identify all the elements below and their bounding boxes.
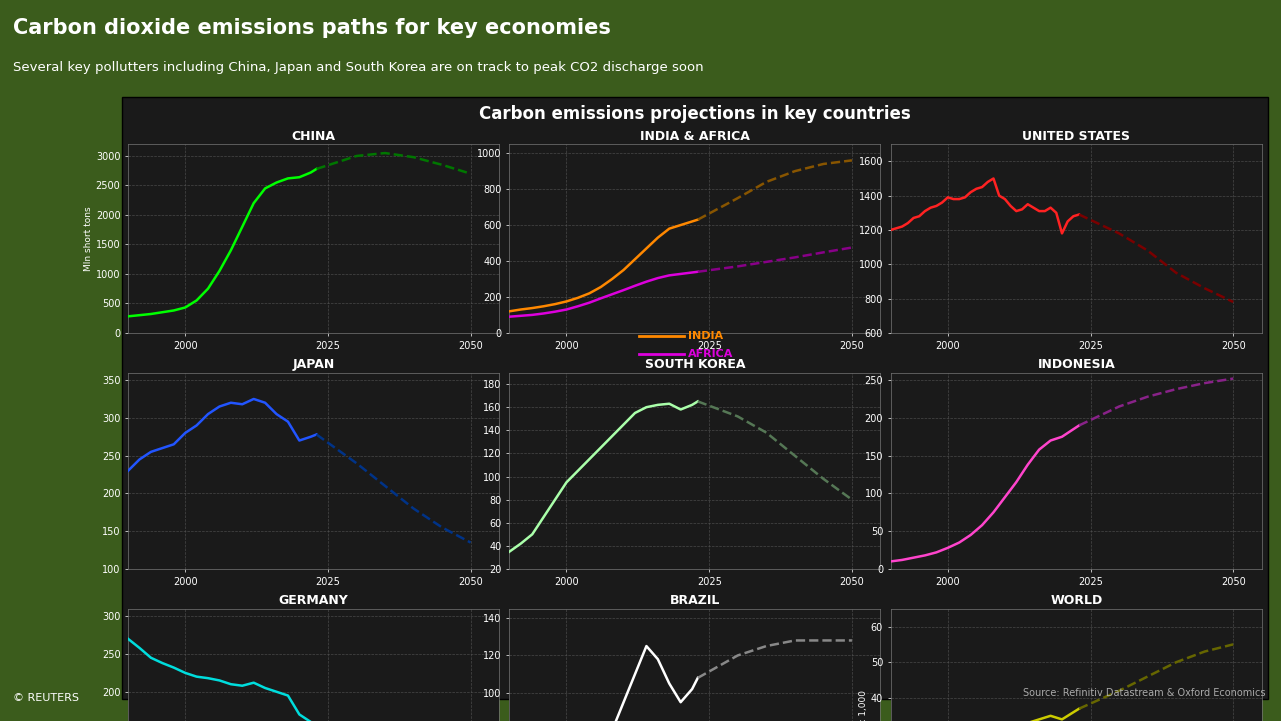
- Title: INDIA & AFRICA: INDIA & AFRICA: [640, 130, 749, 143]
- Title: JAPAN: JAPAN: [292, 358, 334, 371]
- Text: Several key pollutters including China, Japan and South Korea are on track to pe: Several key pollutters including China, …: [13, 61, 703, 74]
- Text: INDIA: INDIA: [688, 332, 722, 342]
- Y-axis label: x 1,000: x 1,000: [860, 690, 869, 721]
- Text: Carbon emissions projections in key countries: Carbon emissions projections in key coun…: [479, 105, 911, 123]
- Title: WORLD: WORLD: [1050, 595, 1103, 608]
- Title: GERMANY: GERMANY: [279, 595, 348, 608]
- Text: Source: Refinitiv Datastream & Oxford Economics: Source: Refinitiv Datastream & Oxford Ec…: [1024, 688, 1266, 698]
- Title: CHINA: CHINA: [292, 130, 336, 143]
- Text: AFRICA: AFRICA: [688, 350, 733, 360]
- Y-axis label: Mln short tons: Mln short tons: [85, 206, 94, 271]
- Title: UNITED STATES: UNITED STATES: [1022, 130, 1130, 143]
- Text: Carbon dioxide emissions paths for key economies: Carbon dioxide emissions paths for key e…: [13, 18, 611, 38]
- Title: INDONESIA: INDONESIA: [1038, 358, 1116, 371]
- Title: BRAZIL: BRAZIL: [670, 595, 720, 608]
- Text: © REUTERS: © REUTERS: [13, 693, 79, 703]
- Title: SOUTH KOREA: SOUTH KOREA: [644, 358, 746, 371]
